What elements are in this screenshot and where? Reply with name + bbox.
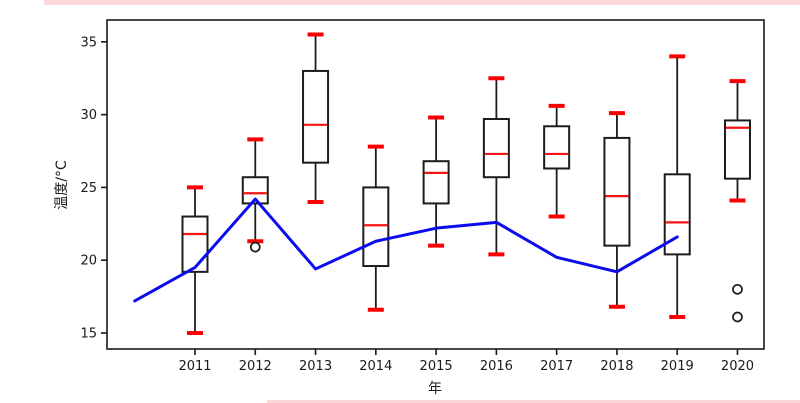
- box-2015: [422, 160, 450, 205]
- x-tick-label: 2013: [299, 359, 332, 374]
- box-2014: [362, 186, 390, 268]
- x-tick-label: 2014: [359, 359, 392, 374]
- box-2020: [723, 119, 751, 180]
- y-axis-label: 温度/°C: [54, 160, 70, 210]
- y-tick-label: 30: [80, 108, 97, 123]
- box-2017: [543, 125, 571, 170]
- top-pink-banner: [44, 0, 800, 5]
- y-tick-label: 35: [80, 35, 97, 50]
- x-tick-label: 2016: [480, 359, 513, 374]
- x-tick-label: 2020: [721, 359, 754, 374]
- x-tick-label: 2015: [420, 359, 453, 374]
- x-tick-label: 2012: [239, 359, 272, 374]
- x-tick-label: 2011: [178, 359, 211, 374]
- box-2013: [302, 69, 330, 164]
- outlier-point: [249, 241, 261, 253]
- x-tick-label: 2019: [661, 359, 694, 374]
- y-tick-label: 25: [80, 181, 97, 196]
- x-tick-label: 2017: [540, 359, 573, 374]
- trend-line: [133, 197, 679, 303]
- box-2012: [241, 176, 269, 205]
- x-axis-label: 年: [428, 381, 442, 397]
- y-tick-label: 20: [80, 254, 97, 269]
- y-tick-label: 15: [80, 326, 97, 341]
- box-2018: [603, 136, 631, 247]
- outlier-point: [732, 311, 743, 323]
- x-tick-label: 2018: [600, 359, 633, 374]
- outlier-point: [732, 283, 743, 295]
- box-2016: [482, 117, 510, 179]
- bottom-pink-banner: [267, 400, 800, 403]
- box-2011: [181, 215, 209, 273]
